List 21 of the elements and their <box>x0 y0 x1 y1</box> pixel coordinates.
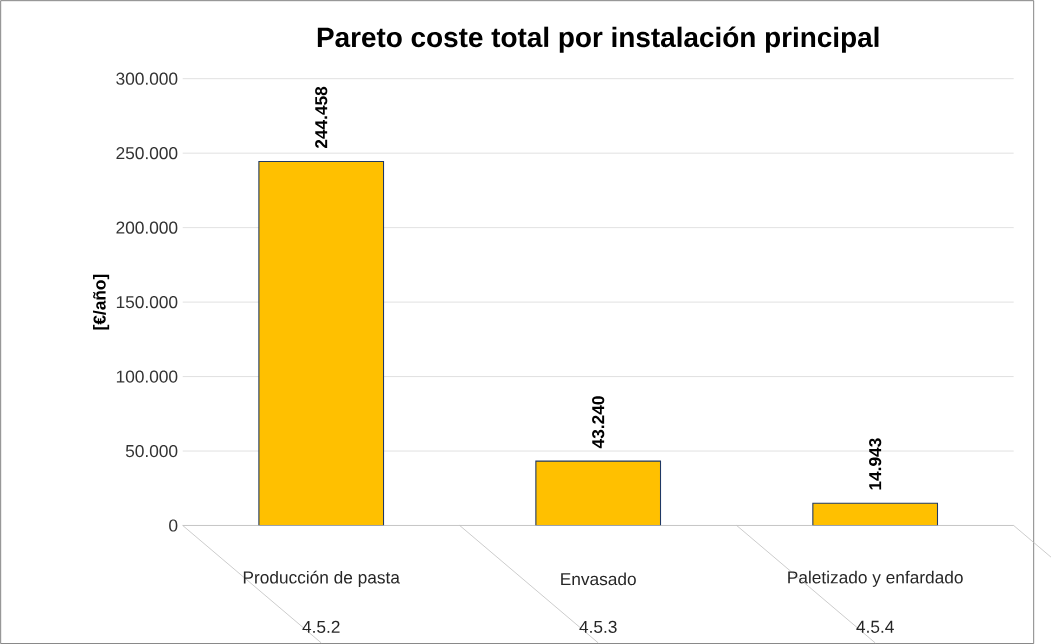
y-tick-label: 150.000 <box>116 295 178 309</box>
bar <box>812 502 939 526</box>
text: 4.5.3 <box>579 620 617 633</box>
y-tick-label: 50.000 <box>125 444 178 458</box>
bar <box>258 160 385 526</box>
y-tick-label: 100.000 <box>116 370 178 383</box>
bar <box>535 460 662 526</box>
data-label: 244.458 <box>315 86 328 149</box>
y-axis-title: [€/año] <box>93 274 110 330</box>
x-tick-label: Producción de pasta <box>243 570 400 587</box>
data-label: 14.943 <box>869 438 882 490</box>
y-tick-label: 0 <box>169 519 178 532</box>
chart-title: Pareto coste total por instalación principal <box>317 26 879 53</box>
y-tick-label: 300.000 <box>116 72 178 85</box>
y-tick-label: 200.000 <box>116 221 178 234</box>
text: 4.5.2 <box>302 620 340 633</box>
x-tick-label: Envasado <box>561 572 636 586</box>
data-label: 43.240 <box>592 396 605 449</box>
x-tick-label: Paletizado y enfardado <box>788 570 963 587</box>
text: 4.5.4 <box>856 620 894 633</box>
y-tick-label: 250.000 <box>116 146 178 160</box>
